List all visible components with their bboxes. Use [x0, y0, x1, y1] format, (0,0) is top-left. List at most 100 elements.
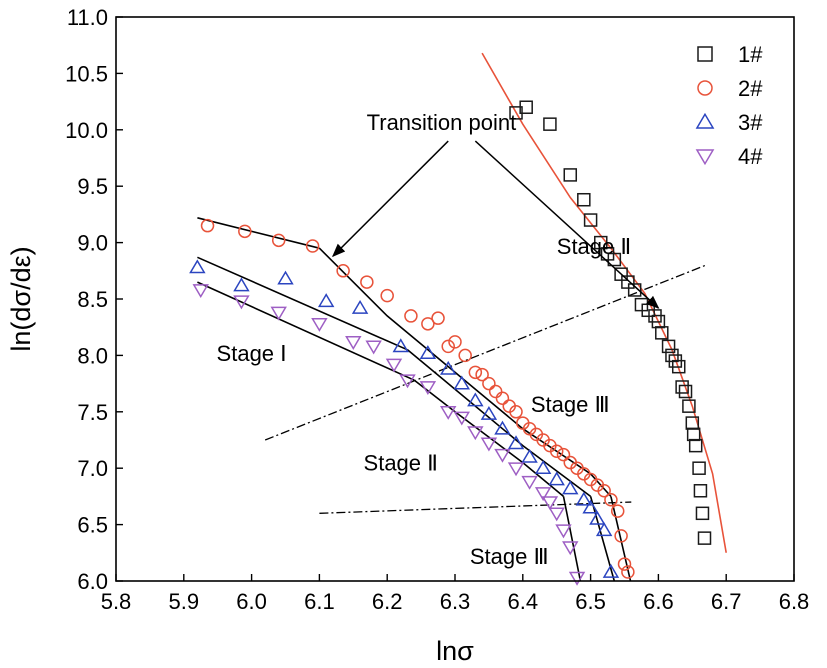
x-tick-label: 6.6	[643, 589, 674, 614]
y-tick-label: 9.0	[77, 231, 108, 256]
annotation-label: Stage Ⅲ	[531, 392, 610, 417]
series-1	[509, 100, 712, 545]
data-point	[597, 484, 611, 498]
fit-line	[413, 379, 565, 498]
series-4	[192, 284, 586, 586]
data-point	[678, 384, 693, 399]
fit-line	[481, 52, 727, 553]
data-point	[621, 565, 635, 579]
data-point	[453, 375, 470, 390]
y-tick-label: 11.0	[67, 5, 108, 30]
data-point	[568, 571, 586, 586]
data-point	[582, 499, 599, 514]
data-point	[521, 448, 538, 463]
data-point	[661, 339, 676, 354]
dashdot-lines	[264, 264, 707, 514]
x-tick-label: 6.5	[575, 589, 606, 614]
fit-line	[197, 281, 415, 381]
data-point	[595, 522, 613, 537]
data-point	[692, 461, 706, 475]
data-point	[365, 340, 382, 355]
data-point	[189, 259, 206, 274]
data-point	[419, 345, 437, 359]
data-point	[192, 284, 209, 299]
series-points	[189, 100, 712, 586]
data-point	[385, 358, 403, 373]
data-point	[671, 359, 686, 374]
y-tick-label: 9.5	[77, 174, 108, 199]
x-tick-label: 6.4	[508, 589, 539, 614]
data-point	[594, 235, 608, 250]
data-point	[233, 277, 250, 292]
data-point	[534, 487, 552, 502]
legend-marker	[695, 149, 715, 166]
annotation-label: Stage Ⅰ	[217, 341, 287, 366]
stage-boundary-line	[264, 264, 707, 441]
y-tick-label: 6.5	[77, 513, 108, 538]
data-point	[507, 462, 525, 477]
data-point	[488, 384, 503, 399]
data-point	[360, 275, 374, 289]
data-point	[453, 411, 470, 426]
data-point	[610, 504, 625, 518]
data-point	[238, 224, 252, 239]
data-point	[562, 541, 579, 556]
y-tick-label: 10.0	[65, 118, 108, 143]
y-axis-title: ln(dσ/dε)	[6, 246, 36, 351]
x-tick-label: 6.1	[304, 589, 335, 614]
data-point	[200, 218, 215, 233]
data-point	[621, 275, 635, 289]
legend-marker	[697, 80, 713, 96]
data-point	[270, 306, 287, 321]
data-point	[675, 380, 689, 394]
data-point	[575, 491, 593, 506]
data-point	[404, 309, 418, 323]
data-point	[345, 336, 362, 350]
y-tick-label: 7.0	[77, 456, 108, 481]
data-point	[534, 460, 552, 475]
data-point	[277, 270, 294, 285]
data-point	[577, 192, 591, 207]
series-3	[189, 259, 620, 578]
data-point	[233, 295, 250, 310]
fit-line	[406, 349, 592, 498]
data-point	[556, 447, 571, 462]
data-point	[543, 117, 557, 131]
x-tick-label: 6.3	[440, 589, 471, 614]
fit-line	[562, 496, 582, 581]
data-point	[507, 435, 525, 450]
data-point	[519, 100, 533, 114]
data-point	[521, 475, 538, 490]
data-point	[311, 317, 328, 332]
data-point	[686, 427, 701, 442]
y-tick-label: 7.5	[77, 400, 108, 425]
transition-arrow	[474, 140, 660, 309]
data-point	[688, 438, 703, 453]
data-point	[480, 405, 498, 420]
data-point	[467, 426, 484, 441]
legend-item-1: 1#	[697, 42, 763, 67]
data-point	[614, 529, 628, 543]
fit-line	[318, 247, 612, 497]
data-point	[541, 496, 559, 511]
legend-label: 1#	[738, 42, 763, 67]
data-point	[697, 531, 712, 545]
x-tick-label: 5.9	[169, 589, 200, 614]
legend-label: 4#	[738, 144, 763, 169]
data-point	[392, 338, 409, 353]
data-point	[480, 437, 498, 452]
x-tick-label: 6.8	[779, 589, 810, 614]
x-tick-label: 6.7	[711, 589, 742, 614]
legend-label: 3#	[738, 110, 763, 135]
data-point	[458, 348, 472, 363]
data-point	[627, 283, 642, 297]
x-tick-label: 5.8	[101, 589, 132, 614]
fit-line	[589, 496, 616, 581]
data-point	[421, 317, 435, 331]
annotation-label: Transition point	[367, 110, 517, 135]
legend-marker	[697, 46, 713, 62]
data-point	[548, 471, 565, 486]
data-point	[617, 557, 632, 571]
annotation-arrows	[332, 140, 660, 309]
annotation-label: Stage Ⅱ	[557, 234, 631, 259]
